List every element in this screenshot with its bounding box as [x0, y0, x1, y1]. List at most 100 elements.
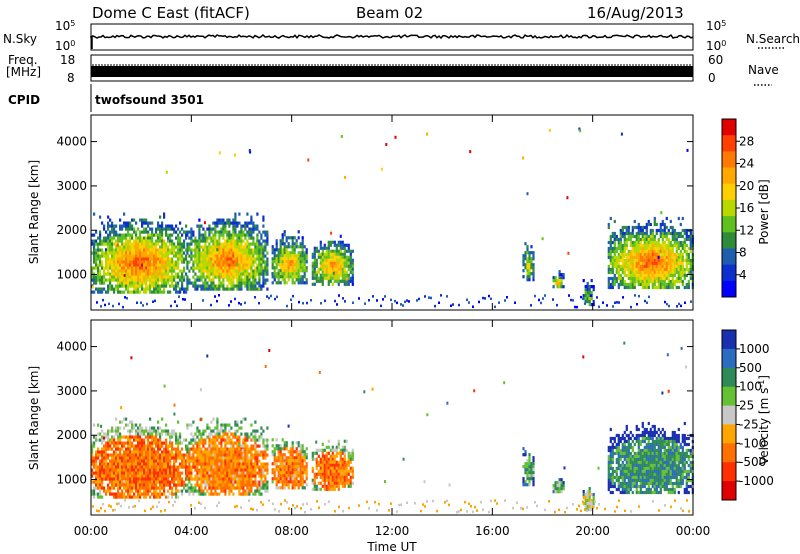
power-cell: [206, 248, 209, 252]
power-cell: [645, 261, 648, 266]
velocity-cell: [206, 483, 209, 487]
ground-scatter-cell: [530, 304, 532, 307]
power-cell: [275, 239, 278, 243]
power-cell: [127, 224, 130, 228]
power-cell: [613, 258, 616, 263]
power-cell: [345, 249, 348, 253]
velocity-cell: [125, 474, 128, 478]
power-cell: [137, 281, 140, 285]
power-cell: [236, 257, 239, 261]
velocity-cell: [99, 492, 102, 496]
power-cell: [137, 266, 140, 270]
velocity-cell: [139, 459, 142, 463]
velocity-cell: [222, 474, 225, 478]
velocity-cell: [206, 474, 209, 478]
power-cell: [663, 258, 666, 263]
power-cell: [345, 282, 348, 286]
power-cell: [685, 285, 688, 290]
velocity-cell: [204, 429, 207, 433]
power-cell: [305, 257, 308, 261]
velocity-cell: [129, 492, 132, 496]
velocity-cell: [139, 471, 142, 475]
power-cell: [689, 240, 692, 245]
power-cell: [226, 245, 229, 249]
velocity-cell: [93, 486, 96, 490]
power-cell: [232, 254, 235, 258]
power-cell: [341, 273, 344, 277]
power-cell: [157, 260, 160, 264]
power-cell: [627, 237, 630, 242]
power-cell: [111, 248, 114, 252]
velocity-cell: [252, 438, 255, 442]
velocity-cell: [171, 429, 174, 433]
power-cell: [339, 273, 342, 277]
power-cell: [135, 242, 138, 246]
velocity-cell: [198, 444, 201, 448]
velocity-cell: [244, 444, 247, 448]
velocity-cell: [216, 450, 219, 454]
power-cell: [311, 270, 314, 274]
velocity-cell: [192, 444, 195, 448]
power-cell: [321, 246, 324, 250]
velocity-cell: [103, 468, 106, 472]
power-cell: [115, 242, 118, 246]
power-cell: [206, 272, 209, 276]
power-cell: [271, 257, 274, 261]
ground-scatter-cell: [684, 301, 686, 304]
velocity-cell: [198, 471, 201, 475]
velocity-cell: [135, 462, 138, 466]
power-cell: [271, 266, 274, 270]
power-cell: [208, 233, 211, 237]
power-cell: [619, 258, 622, 263]
power-cell: [121, 254, 124, 258]
power-cell: [532, 269, 535, 273]
velocity-cell: [250, 456, 253, 460]
power-cell: [198, 260, 201, 264]
power-cell: [248, 284, 251, 288]
power-cell: [117, 257, 120, 261]
power-cell: [301, 263, 304, 267]
power-cell: [123, 212, 126, 216]
power-cell: [653, 249, 656, 254]
velocity-cell: [230, 483, 233, 487]
power-cell: [633, 240, 636, 245]
power-cell: [655, 279, 658, 284]
power-cell: [117, 254, 120, 258]
power-cell: [135, 284, 138, 288]
power-cell: [264, 242, 267, 246]
velocity-cell: [127, 462, 130, 466]
power-cell: [159, 233, 162, 237]
power-cell: [526, 251, 529, 255]
power-cell: [117, 260, 120, 264]
power-cell: [171, 281, 174, 285]
velocity-cell: [179, 465, 182, 469]
power-cell: [91, 242, 94, 246]
velocity-cell: [171, 435, 174, 439]
power-cell: [246, 242, 249, 246]
power-cell: [238, 233, 241, 237]
power-cell: [228, 287, 231, 291]
power-cell: [246, 275, 249, 279]
velocity-cell: [186, 471, 189, 475]
power-cell: [240, 242, 243, 246]
power-cell: [109, 257, 112, 261]
power-cell: [95, 254, 98, 258]
power-cell: [552, 285, 555, 289]
power-cell: [351, 258, 354, 262]
power-cell: [218, 218, 221, 222]
power-cell: [105, 290, 108, 294]
velocity-cell: [234, 474, 237, 478]
power-cell: [619, 267, 622, 272]
power-cell: [305, 254, 308, 258]
power-cell: [256, 224, 259, 228]
velocity-cell: [159, 480, 162, 484]
velocity-cell: [117, 444, 120, 448]
velocity-cell: [242, 441, 245, 445]
velocity-cell: [145, 456, 148, 460]
velocity-cell: [242, 486, 245, 490]
power-cell: [623, 282, 626, 287]
velocity-cell: [190, 459, 193, 463]
power-cell: [293, 275, 296, 279]
power-cell: [631, 234, 634, 239]
power-cell: [214, 245, 217, 249]
